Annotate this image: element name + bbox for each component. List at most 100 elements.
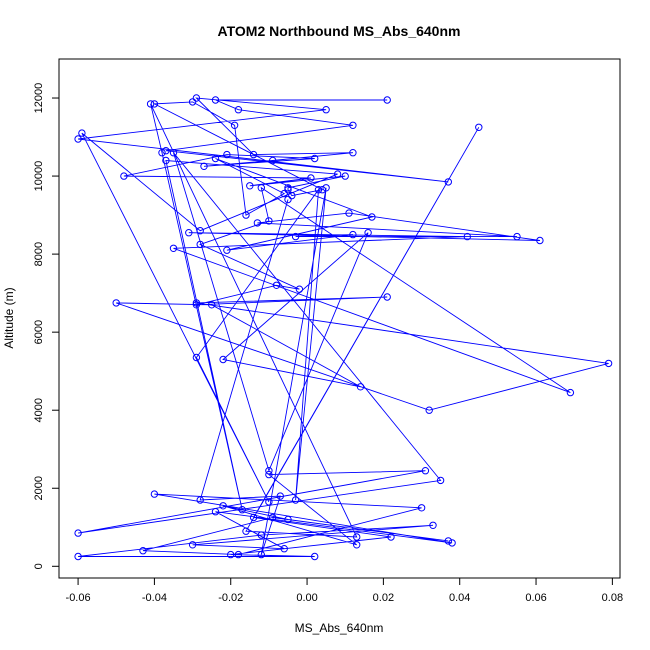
series-line [78, 97, 609, 557]
data-point [257, 550, 265, 559]
data-point [223, 150, 231, 159]
data-point [307, 174, 315, 182]
data-point [188, 98, 197, 106]
data-point [284, 515, 292, 524]
data-point [417, 504, 426, 512]
data-point [345, 209, 353, 217]
x-tick-label: 0.08 [602, 592, 623, 604]
data-point [192, 299, 201, 307]
data-point [311, 552, 319, 561]
data-point [421, 467, 430, 475]
data-point [169, 244, 178, 253]
data-point [196, 227, 204, 235]
data-point [475, 123, 483, 132]
data-point [234, 550, 243, 559]
data-point [269, 513, 277, 522]
data-point [208, 301, 216, 309]
data-point [311, 154, 319, 163]
data-point [74, 529, 82, 537]
x-tick-label: -0.02 [218, 592, 243, 604]
x-axis-label: MS_Abs_640nm [295, 621, 384, 635]
data-point [120, 172, 128, 180]
data-point [185, 229, 193, 237]
data-point [284, 184, 292, 192]
data-point [238, 506, 246, 514]
data-point [349, 121, 357, 130]
data-point [448, 539, 456, 547]
y-tick-label: 4000 [33, 398, 45, 422]
data-point [196, 496, 204, 504]
data-point [341, 172, 349, 180]
data-point [200, 162, 208, 171]
data-point [219, 502, 227, 510]
x-tick-label: 0.04 [449, 592, 470, 604]
x-tick-label: 0.02 [373, 592, 394, 604]
data-point [242, 211, 250, 219]
data-point [196, 240, 204, 249]
data-point [139, 547, 147, 555]
data-point [349, 149, 357, 157]
data-point [158, 149, 166, 157]
y-tick-label: 10000 [33, 161, 45, 192]
data-point [242, 527, 250, 535]
data-point [227, 550, 235, 559]
data-point [436, 476, 445, 485]
data-point [265, 467, 273, 475]
data-point [364, 229, 372, 237]
data-point [429, 521, 437, 529]
data-point [192, 94, 201, 102]
data-point [265, 470, 273, 479]
data-point [265, 217, 273, 225]
data-point [291, 232, 300, 241]
data-point [146, 100, 155, 108]
data-point [74, 135, 82, 143]
data-point [318, 186, 326, 194]
data-point [356, 383, 365, 391]
data-point [322, 184, 330, 192]
chart-title: ATOM2 Northbound MS_Abs_640nm [218, 23, 461, 39]
data-point [284, 186, 292, 194]
data-point [192, 301, 201, 309]
data-point [387, 533, 395, 541]
data-point [253, 219, 262, 227]
data-point [280, 189, 288, 198]
data-point [349, 230, 357, 239]
data-point [257, 531, 265, 539]
series-layer [74, 94, 613, 561]
data-point [383, 96, 391, 104]
data-point [223, 246, 231, 254]
data-point [322, 106, 330, 114]
data-point [368, 213, 376, 221]
x-tick-label: -0.06 [66, 592, 91, 604]
data-point [284, 195, 292, 204]
data-point [74, 552, 82, 561]
data-point [150, 100, 159, 108]
data-point [425, 406, 433, 414]
data-point [169, 149, 178, 157]
data-point [276, 492, 284, 500]
data-point [211, 96, 220, 104]
data-point [463, 232, 471, 241]
y-tick-label: 12000 [33, 83, 45, 114]
data-point [314, 186, 323, 194]
y-axis: 0 2000 4000 6000 8000 10000 12000 [33, 83, 60, 569]
data-point [162, 156, 170, 165]
data-point [295, 285, 304, 293]
data-point [353, 541, 361, 549]
data-point [272, 281, 281, 289]
data-point [353, 533, 361, 541]
y-tick-label: 6000 [33, 320, 45, 344]
data-point [192, 353, 201, 362]
data-point [162, 147, 170, 155]
data-point [249, 513, 258, 522]
data-point [536, 236, 544, 245]
data-point [333, 170, 342, 178]
data-point [513, 232, 521, 241]
data-point [265, 498, 273, 506]
x-tick-label: -0.04 [142, 592, 167, 604]
x-tick-label: 0.00 [296, 592, 317, 604]
data-point [288, 191, 296, 200]
data-point [269, 156, 277, 165]
data-point [444, 178, 452, 186]
